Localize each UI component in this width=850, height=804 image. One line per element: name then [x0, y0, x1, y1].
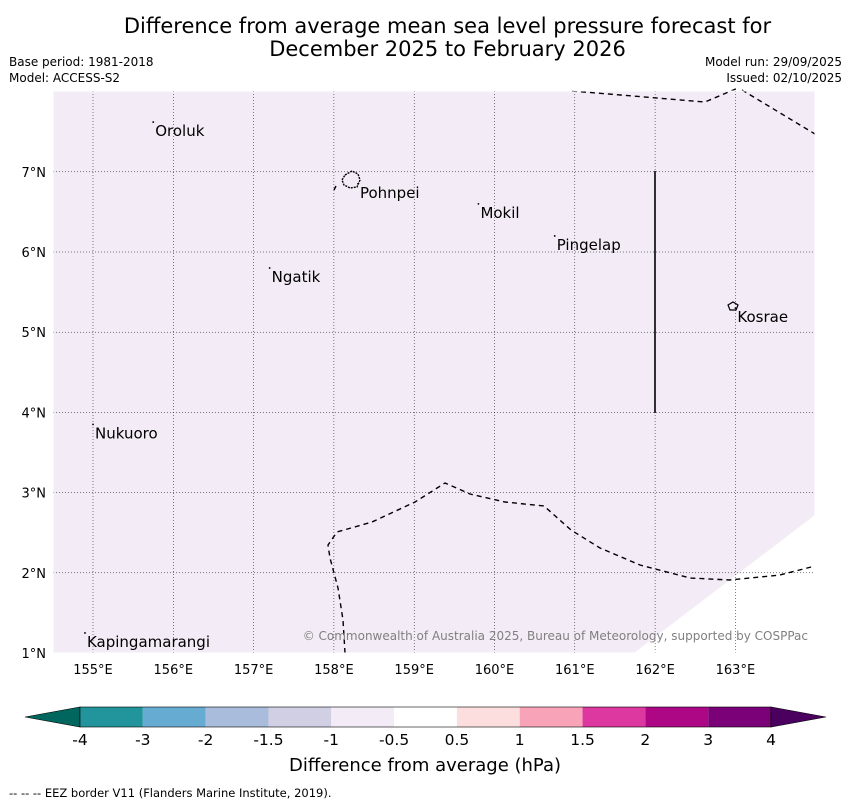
colorbar-bin — [645, 707, 709, 727]
place-marker — [734, 307, 737, 310]
colorbar-bin — [80, 707, 143, 727]
lat-tick-label: 6°N — [22, 246, 47, 261]
eez-footnote: -- -- -- EEZ border V11 (Flanders Marine… — [9, 786, 332, 800]
place-labels: Oroluk Pohnpei Mokil Pingelap Ngatik Kosrae Nu… — [84, 121, 788, 651]
lat-tick-label: 5°N — [22, 326, 47, 341]
place-label: Nukuoro — [95, 424, 158, 442]
place-marker — [84, 632, 86, 634]
colorbar-bin — [142, 707, 206, 727]
colorbar-label: Difference from average (hPa) — [288, 755, 562, 776]
colorbar-bin — [205, 707, 269, 727]
white-region-bottom-right — [634, 515, 815, 653]
colorbar-bin — [708, 707, 771, 727]
map-panel: Oroluk Pohnpei Mokil Pingelap Ngatik Kosrae Nu… — [22, 87, 816, 678]
place-marker — [553, 235, 556, 237]
eez-border-north — [571, 87, 816, 135]
lon-tick-label: 163°E — [716, 663, 756, 678]
lon-tick-label: 158°E — [314, 663, 354, 678]
lat-tick-label: 7°N — [22, 166, 47, 181]
lat-tick-label: 3°N — [22, 487, 47, 502]
colorbar-tick-label: 2 — [640, 731, 650, 749]
map-frame — [52, 90, 816, 654]
colorbar-min-arrow — [24, 706, 81, 728]
lat-tick-label: 1°N — [22, 647, 47, 662]
colorbar-bin — [519, 707, 583, 727]
colorbar-tick-label: -0.5 — [379, 731, 409, 749]
title-line-1: Difference from average mean sea level p… — [123, 14, 772, 38]
colorbar-outline — [79, 706, 772, 728]
colorbar-tick-label: 0.5 — [445, 731, 470, 749]
eez-border-south — [327, 482, 816, 654]
issued-date: Issued: 02/10/2025 — [726, 71, 842, 85]
colorbar-tick-label: 3 — [703, 731, 713, 749]
place-marker — [152, 121, 155, 123]
place-marker — [477, 202, 480, 205]
place-label: Oroluk — [155, 122, 204, 140]
pohnpei-island — [341, 170, 361, 189]
colorbar-tick-label: -3 — [135, 731, 150, 749]
place-marker — [268, 267, 271, 269]
lon-tick-label: 160°E — [475, 663, 515, 678]
colorbar-tick-label: -1 — [324, 731, 339, 749]
colorbar-tick-label: 4 — [766, 731, 776, 749]
place-label: Kosrae — [737, 308, 788, 326]
model-name: Model: ACCESS-S2 — [9, 71, 121, 85]
place-marker — [357, 182, 359, 185]
colorbar: -4 -3 -2 -1.5 -1 -0.5 0.5 1 1.5 2 3 4 — [24, 706, 827, 749]
lat-tick-label: 2°N — [22, 567, 47, 582]
lon-tick-label: 159°E — [394, 663, 434, 678]
anomaly-fill — [53, 91, 815, 653]
lat-tick-label: 4°N — [22, 406, 47, 421]
colorbar-tick-label: 1.5 — [570, 731, 595, 749]
place-label: Mokil — [480, 204, 519, 222]
colorbar-bin — [582, 707, 646, 727]
colorbar-tick-label: -1.5 — [253, 731, 283, 749]
lon-tick-label: 156°E — [154, 663, 194, 678]
lon-tick-label: 155°E — [73, 663, 113, 678]
colorbar-tick-label: -4 — [72, 731, 87, 749]
place-marker — [92, 423, 94, 426]
lon-tick-label: 161°E — [555, 663, 595, 678]
colorbar-max-arrow — [770, 706, 827, 728]
model-run: Model run: 29/09/2025 — [704, 55, 842, 69]
lon-tick-label: 157°E — [234, 663, 274, 678]
colorbar-tick-label: 1 — [515, 731, 525, 749]
kosrae-island — [727, 301, 739, 311]
colorbar-bin — [268, 707, 332, 727]
place-label: Ngatik — [272, 268, 321, 286]
base-period: Base period: 1981-2018 — [9, 55, 154, 69]
colorbar-bin — [456, 707, 520, 727]
copyright-notice: © Commonwealth of Australia 2025, Bureau… — [303, 629, 808, 643]
title-line-2: December 2025 to February 2026 — [269, 37, 626, 61]
colorbar-tick-label: -2 — [198, 731, 213, 749]
place-label: Pohnpei — [360, 184, 420, 202]
lon-tick-label: 162°E — [635, 663, 675, 678]
place-label: Kapingamarangi — [87, 633, 210, 651]
colorbar-bin — [394, 707, 457, 727]
place-label: Pingelap — [557, 236, 621, 254]
colorbar-bin — [331, 707, 395, 727]
axis-ticks: 155°E 156°E 157°E 158°E 159°E 160°E 161°E 162°E… — [22, 166, 756, 678]
eez-border-west-fragment — [333, 185, 337, 191]
